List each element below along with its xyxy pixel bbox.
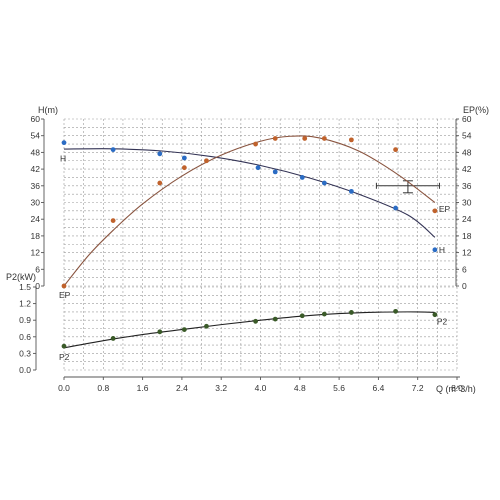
point-P2: [348, 310, 354, 315]
point-P2: [181, 327, 187, 333]
point-EP: [272, 136, 278, 141]
left-tick-label: 18: [31, 231, 41, 241]
x-tick-label: 4.0: [255, 383, 267, 393]
point-P2: [321, 311, 327, 317]
x-tick-label: 1.6: [137, 383, 149, 393]
left-tick-label: 48: [31, 147, 41, 157]
axes: [33, 118, 460, 380]
left-tick-label: 60: [31, 114, 41, 124]
x-tick-label: 0.0: [58, 383, 70, 393]
point-H: [321, 180, 327, 186]
point-P2: [61, 343, 67, 349]
left-axis-title: H(m): [38, 105, 58, 115]
lower-tick-label: 0.3: [19, 348, 31, 358]
point-EP: [181, 165, 187, 171]
point-EP: [110, 218, 116, 223]
right-tick-label: 42: [462, 164, 472, 174]
right-tick-label: 18: [462, 231, 472, 241]
axis-and-tick-labels: 0 6 12 18 24 30 36 42 48 54 60 0 6 12 18 24 30 36 42 48 54 60…: [19, 114, 472, 393]
point-P2: [299, 313, 305, 319]
point-P2: [110, 336, 116, 341]
lower-tick-label: 0.6: [19, 332, 31, 342]
right-axis-title: EP(%): [463, 105, 489, 115]
point-H: [110, 147, 116, 153]
point-H: [432, 247, 438, 253]
point-H: [61, 140, 67, 146]
x-axis-title: Q (m^3/h): [436, 384, 476, 394]
x-tick-label: 2.4: [176, 383, 188, 393]
x-tick-label: 3.2: [215, 383, 227, 393]
right-tick-label: 54: [462, 131, 472, 141]
left-tick-label: 0: [35, 281, 40, 291]
series-label-p2-start: P2: [59, 352, 70, 362]
x-tick-label: 5.6: [333, 383, 345, 393]
point-P2: [253, 318, 258, 324]
point-EP: [302, 136, 308, 141]
lower-grid: [63, 286, 458, 371]
left-tick-label: 24: [31, 214, 41, 224]
curve-EP: [63, 135, 436, 287]
right-tick-label: 30: [462, 198, 472, 208]
right-tick-label: 0: [462, 281, 467, 291]
right-tick-label: 48: [462, 147, 472, 157]
point-H: [348, 188, 354, 194]
lower-axis-title: P2(kW): [6, 272, 36, 282]
series-label-ep-end: EP: [439, 204, 451, 214]
series-label-h-start: H: [60, 154, 66, 164]
right-tick-label: 6: [462, 264, 467, 274]
point-P2: [204, 323, 209, 329]
point-EP: [253, 141, 258, 147]
left-tick-label: 36: [31, 181, 41, 191]
series-label-h-end: H: [439, 245, 445, 255]
lower-tick-label: 0.9: [19, 315, 31, 325]
x-tick-label: 7.2: [412, 383, 424, 393]
point-P2: [272, 316, 278, 322]
lower-tick-label: 1.5: [19, 282, 31, 292]
point-EP: [61, 283, 67, 289]
point-EP: [348, 137, 354, 143]
point-EP: [157, 180, 163, 186]
series-label-ep-start: EP: [59, 290, 71, 300]
left-tick-label: 54: [31, 131, 41, 141]
point-P2: [432, 312, 438, 318]
point-EP: [321, 136, 327, 141]
point-EP: [432, 208, 438, 214]
upper-grid: [63, 118, 458, 287]
x-tick-label: 6.4: [372, 383, 384, 393]
right-tick-label: 12: [462, 248, 472, 258]
lower-tick-label: 1.2: [19, 299, 31, 309]
point-H: [157, 151, 163, 157]
left-tick-label: 42: [31, 164, 41, 174]
point-H: [299, 175, 305, 180]
point-H: [393, 205, 398, 211]
right-tick-label: 24: [462, 214, 472, 224]
left-tick-label: 12: [31, 248, 41, 258]
series-label-p2-end: P2: [437, 317, 448, 327]
right-tick-label: 36: [462, 181, 472, 191]
left-tick-label: 30: [31, 198, 41, 208]
point-EP: [393, 147, 398, 153]
point-P2: [393, 308, 398, 314]
x-tick-label: 4.8: [294, 383, 306, 393]
point-H: [181, 155, 187, 161]
point-P2: [157, 329, 163, 335]
point-H: [255, 165, 261, 171]
left-tick-label: 6: [35, 264, 40, 274]
lower-tick-label: 0.0: [19, 365, 31, 375]
point-H: [272, 169, 278, 175]
x-tick-label: 8.0: [451, 383, 463, 393]
fitted-curves: [63, 135, 436, 349]
measured-points: [61, 136, 438, 349]
curve-P2: [63, 311, 435, 349]
point-EP: [204, 158, 209, 164]
right-tick-label: 60: [462, 114, 472, 124]
x-tick-label: 0.8: [97, 383, 109, 393]
